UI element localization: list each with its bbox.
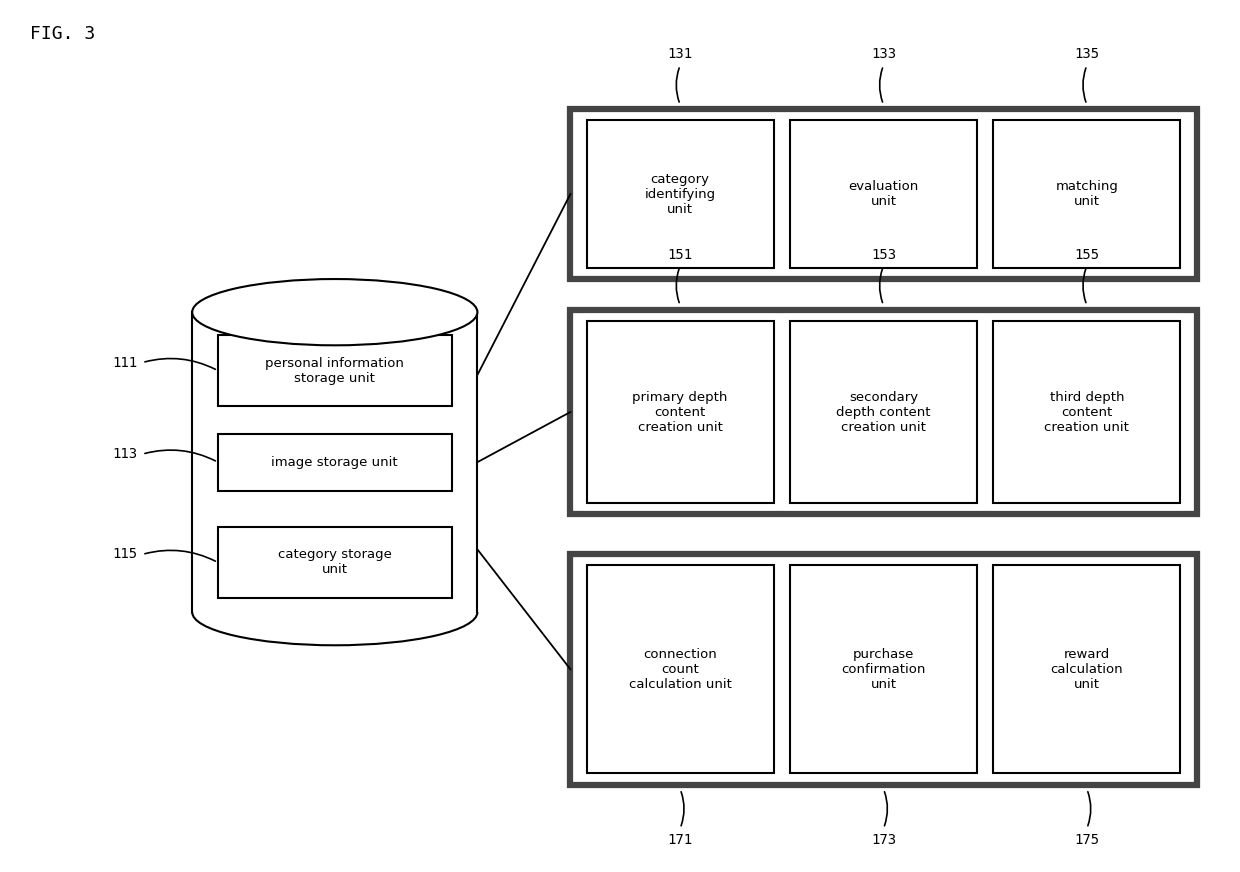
Text: 155: 155 bbox=[1074, 248, 1100, 262]
Ellipse shape bbox=[192, 279, 477, 345]
Text: evaluation
unit: evaluation unit bbox=[848, 180, 919, 208]
Bar bbox=[570, 310, 1197, 514]
Text: primary depth
content
creation unit: primary depth content creation unit bbox=[632, 391, 728, 433]
Text: 151: 151 bbox=[667, 248, 693, 262]
Text: FIG. 3: FIG. 3 bbox=[30, 25, 95, 43]
Bar bbox=[993, 321, 1180, 503]
Bar bbox=[192, 312, 477, 612]
Text: purchase
confirmation
unit: purchase confirmation unit bbox=[841, 648, 926, 691]
Bar bbox=[790, 321, 977, 503]
Text: image storage unit: image storage unit bbox=[272, 456, 398, 468]
Text: reward
calculation
unit: reward calculation unit bbox=[1050, 648, 1123, 691]
Text: personal information
storage unit: personal information storage unit bbox=[265, 357, 404, 385]
Bar bbox=[218, 527, 451, 598]
Text: 111: 111 bbox=[112, 356, 138, 370]
Text: 171: 171 bbox=[667, 833, 693, 847]
Text: 153: 153 bbox=[870, 248, 897, 262]
Text: 175: 175 bbox=[1074, 833, 1100, 847]
Text: connection
count
calculation unit: connection count calculation unit bbox=[629, 648, 732, 691]
Bar bbox=[570, 554, 1197, 785]
Bar bbox=[790, 120, 977, 268]
Bar bbox=[790, 565, 977, 773]
Text: category
identifying
unit: category identifying unit bbox=[645, 173, 715, 215]
Bar bbox=[587, 120, 774, 268]
Text: 133: 133 bbox=[870, 47, 897, 61]
Text: 173: 173 bbox=[870, 833, 897, 847]
Bar bbox=[218, 434, 451, 490]
Text: 131: 131 bbox=[667, 47, 693, 61]
Bar bbox=[587, 565, 774, 773]
Text: 135: 135 bbox=[1074, 47, 1100, 61]
Text: category storage
unit: category storage unit bbox=[278, 548, 392, 576]
Bar bbox=[993, 120, 1180, 268]
Bar bbox=[218, 335, 451, 406]
Text: third depth
content
creation unit: third depth content creation unit bbox=[1044, 391, 1130, 433]
Text: 115: 115 bbox=[112, 548, 138, 562]
Bar bbox=[587, 321, 774, 503]
Text: 113: 113 bbox=[112, 447, 138, 461]
Bar bbox=[993, 565, 1180, 773]
Text: secondary
depth content
creation unit: secondary depth content creation unit bbox=[836, 391, 931, 433]
Bar bbox=[570, 109, 1197, 279]
Text: matching
unit: matching unit bbox=[1055, 180, 1118, 208]
